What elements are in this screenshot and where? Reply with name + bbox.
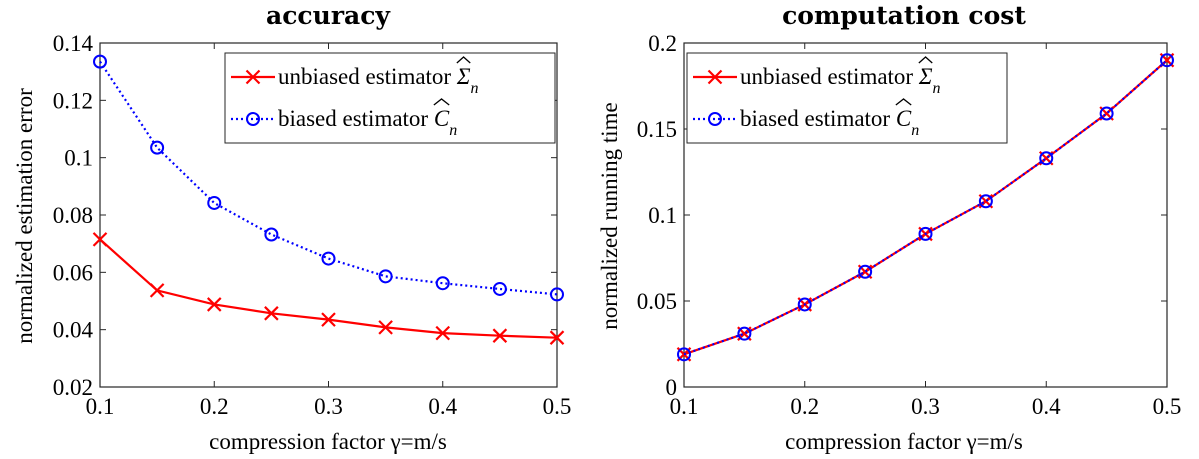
series-2-point: [1099, 106, 1114, 121]
y-tick-label: 0.14: [53, 31, 94, 56]
series-1-point-stroke-b: [492, 328, 508, 343]
computation-cost-plot-area: 0.1 0.2 0.3 0.4 0.5 0 0.05 0.1 0.15 0.2 unbiased e…: [637, 31, 1182, 419]
x-tick-label: 0.4: [428, 394, 457, 419]
legend-hat-2: [433, 98, 450, 106]
series-1-point-stroke-b: [435, 325, 451, 341]
legend-marker-1-stroke-b: [707, 69, 723, 85]
computation-cost-title: computation cost: [782, 1, 1026, 30]
x-tick-label: 0.3: [911, 394, 940, 419]
y-tick-label: 0.04: [53, 318, 94, 343]
x-tick-label: 0.5: [1153, 394, 1182, 419]
series-1-point: [321, 312, 336, 327]
computation-cost-panel: computation cost normalized running time…: [597, 1, 1181, 454]
computation-cost-x-axis-label: compression factor γ=m/s: [785, 429, 1023, 454]
series-2-point: [93, 54, 107, 69]
series-1-point: [149, 283, 165, 298]
y-tick-label: 0.08: [53, 203, 93, 228]
legend-entry-2: biased estimator Cn: [740, 106, 919, 139]
series-1-point-stroke-b: [378, 320, 393, 335]
legend-entry-2: biased estimator Cn: [278, 106, 457, 139]
legend-marker-1-stroke-b: [245, 69, 261, 85]
series-2-line: [683, 59, 1168, 356]
legend-entry-1: unbiased estimator Σn: [278, 64, 479, 97]
series-1-point: [435, 325, 451, 341]
accuracy-title: accuracy: [266, 1, 391, 30]
series-1-point-stroke-b: [321, 312, 336, 327]
computation-cost-y-axis-label: normalized running time: [597, 102, 622, 329]
series-1-point-stroke-b: [92, 232, 108, 247]
series-2-line: [99, 61, 558, 296]
legend-hat-2: [895, 98, 912, 106]
y-tick-label: 0: [666, 375, 678, 400]
series-2-point: [492, 281, 507, 296]
series-1-point: [264, 306, 279, 321]
accuracy-y-axis-label: normalized estimation error: [12, 88, 37, 344]
y-tick-label: 0.15: [637, 117, 677, 142]
y-tick-label: 0.1: [648, 203, 677, 228]
y-tick-label: 0.1: [64, 146, 93, 171]
x-tick-label: 0.2: [200, 394, 229, 419]
y-tick-label: 0.06: [53, 260, 93, 285]
series-2-point: [550, 287, 564, 302]
series-2-point: [378, 269, 393, 284]
y-tick-label: 0.05: [637, 289, 677, 314]
series-2-point: [918, 226, 933, 241]
series-2-point: [435, 276, 450, 291]
series-2-point: [677, 347, 691, 362]
series-1-point: [492, 328, 508, 343]
series-2-point: [207, 195, 222, 210]
x-tick-label: 0.1: [86, 394, 115, 419]
series-2-point: [858, 264, 873, 279]
x-tick-label: 0.2: [790, 394, 819, 419]
series-1-point-stroke-b: [549, 330, 565, 345]
legend-hat-1: [918, 56, 933, 64]
legend-box: [686, 52, 1008, 144]
series-2-point: [797, 297, 812, 312]
accuracy-x-axis-label: compression factor γ=m/s: [209, 429, 447, 454]
x-tick-label: 0.5: [543, 394, 572, 419]
x-tick-label: 0.1: [670, 394, 699, 419]
x-tick-label: 0.4: [1032, 394, 1061, 419]
accuracy-panel: accuracy normalized estimation error com…: [12, 1, 571, 454]
y-tick-label: 0.12: [53, 88, 93, 113]
series-1-point-stroke-b: [206, 297, 222, 312]
series-2-point: [264, 227, 279, 242]
x-tick-label: 0.3: [314, 394, 343, 419]
y-tick-label: 0.2: [648, 31, 677, 56]
legend-marker-2: [708, 112, 722, 126]
legend-marker-1: [245, 69, 261, 85]
series-2-point: [150, 140, 165, 155]
legend-box: [224, 52, 556, 144]
series-2-point: [321, 251, 336, 266]
legend: unbiased estimator Σn biased estimator Cn: [224, 52, 556, 144]
series-1-point: [92, 232, 108, 247]
legend-hat-1: [456, 56, 471, 64]
legend-marker-1: [707, 69, 723, 85]
series-1-point: [549, 330, 565, 345]
accuracy-plot-area: 0.1 0.2 0.3 0.4 0.5 0.02 0.04 0.06 0.08 0.1 0.12 0.…: [53, 31, 572, 419]
y-tick-label: 0.02: [53, 375, 93, 400]
legend: unbiased estimator Σn biased estimator Cn: [686, 52, 1008, 144]
series-2-point: [737, 326, 752, 341]
series-1-point: [206, 297, 222, 312]
series-1-point-stroke-b: [264, 306, 279, 321]
series-1-point: [378, 320, 393, 335]
series-2-point: [1160, 53, 1174, 68]
legend-marker-2: [246, 112, 260, 126]
legend-entry-1: unbiased estimator Σn: [740, 64, 941, 97]
series-1-point-stroke-b: [149, 283, 165, 298]
series-2-point: [1039, 151, 1054, 166]
series-2-point: [978, 194, 993, 209]
